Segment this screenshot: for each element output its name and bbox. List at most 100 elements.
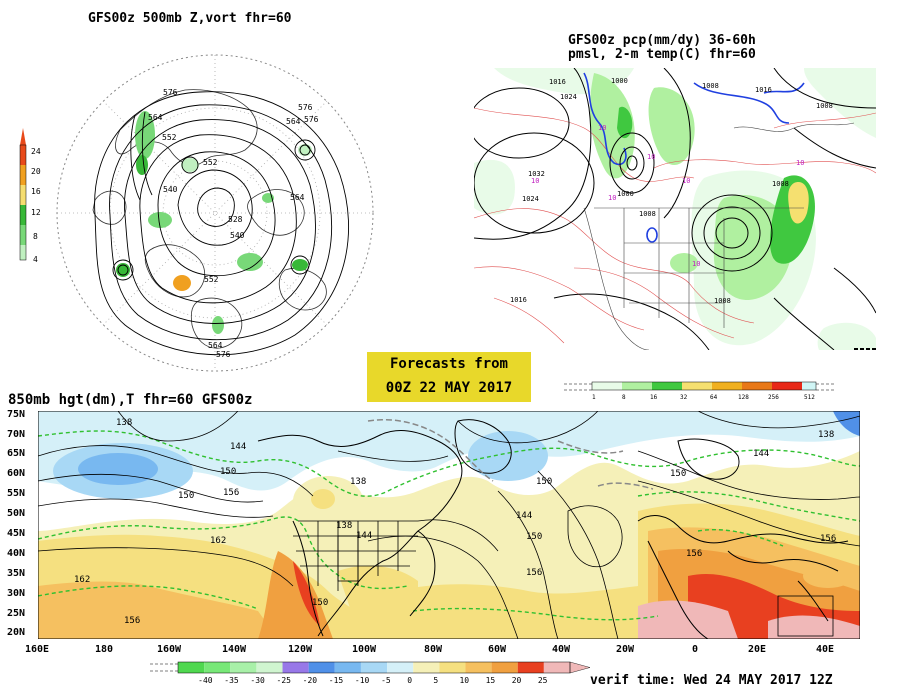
- svg-text:10: 10: [796, 159, 804, 167]
- banner-line1: Forecasts from: [389, 356, 508, 372]
- colorbar-label: -30: [250, 676, 265, 685]
- panel-500mb-title: GFS00z 500mb Z,vort fhr=60: [88, 11, 292, 26]
- lat-tick-label: 70N: [7, 429, 25, 440]
- svg-text:552: 552: [203, 158, 218, 167]
- svg-text:156: 156: [223, 488, 239, 498]
- colorbar-label: 24: [31, 147, 41, 156]
- lon-tick-label: 40E: [816, 644, 834, 655]
- lat-tick-label: 20N: [7, 627, 25, 638]
- freezing-line: [583, 72, 805, 243]
- colorbar-swatch: [413, 662, 440, 673]
- colorbar-label: 32: [680, 394, 688, 401]
- svg-text:10: 10: [692, 260, 700, 268]
- pressure-contours: [474, 68, 876, 350]
- svg-text:10: 10: [682, 177, 690, 185]
- colorbar-label: 12: [31, 208, 41, 217]
- coastlines: [92, 89, 327, 349]
- colorbar-swatch: [543, 662, 570, 673]
- z850-contour-labels: 138 144 150 156 162 162 156 138 138 144 …: [74, 418, 836, 626]
- svg-text:156: 156: [686, 549, 702, 559]
- colorbar-swatch: [360, 662, 388, 673]
- svg-text:150: 150: [526, 532, 542, 542]
- colorbar-label: 8: [622, 394, 626, 401]
- svg-text:150: 150: [178, 491, 194, 501]
- colorbar-label: -25: [277, 676, 292, 685]
- temperature-labels: 10 10 10 10 10 10 10: [531, 124, 804, 268]
- political-boundaries: [583, 122, 855, 350]
- panel-precip: 1016 1024 1032 1024 1000 1008 1000 1008 …: [474, 68, 876, 350]
- panel-precip-title-line1: GFS00z pcp(mm/dy) 36-60h: [568, 33, 756, 48]
- colorbar-swatch: [491, 662, 518, 673]
- svg-text:1024: 1024: [560, 93, 577, 101]
- svg-text:540: 540: [230, 231, 245, 240]
- lat-tick-label: 30N: [7, 588, 25, 599]
- longitude-axis: 160E 180 160W 140W 120W 100W 80W 60W 40W…: [25, 644, 834, 655]
- svg-text:138: 138: [350, 477, 366, 487]
- lon-tick-label: 100W: [352, 644, 377, 655]
- lat-tick-label: 25N: [7, 608, 25, 619]
- svg-text:144: 144: [356, 531, 372, 541]
- svg-text:162: 162: [74, 575, 90, 585]
- colorbar-label: 512: [804, 394, 815, 401]
- latitude-axis: 75N 70N 65N 60N 55N 50N 45N 40N 35N 30N …: [7, 409, 25, 638]
- svg-text:1008: 1008: [702, 82, 719, 90]
- svg-text:1008: 1008: [639, 210, 656, 218]
- colorbar-label: 8: [33, 232, 38, 241]
- svg-text:576: 576: [216, 350, 231, 359]
- colorbar-label: -40: [198, 676, 213, 685]
- colorbar-label: -20: [303, 676, 318, 685]
- svg-text:1008: 1008: [816, 102, 833, 110]
- lon-tick-label: 60W: [488, 644, 507, 655]
- svg-text:10: 10: [598, 124, 606, 132]
- forecast-init-banner: Forecasts from 00Z 22 MAY 2017: [367, 352, 531, 402]
- verification-time: verif time: Wed 24 MAY 2017 12Z: [590, 673, 833, 688]
- lon-tick-label: 160E: [25, 644, 49, 655]
- colorbar-label: 5: [433, 676, 438, 685]
- lon-tick-label: 0: [692, 644, 698, 655]
- lat-tick-label: 55N: [7, 488, 25, 499]
- svg-text:156: 156: [526, 568, 542, 578]
- svg-text:1008: 1008: [714, 297, 731, 305]
- temperature-colorbar: -40 -35 -30 -25 -20 -15 -10 -5 0 5 10 15 20 25: [150, 661, 590, 685]
- svg-text:1016: 1016: [549, 78, 566, 86]
- ice-edge: [367, 418, 654, 490]
- height-contours-850: [38, 411, 860, 639]
- lat-tick-label: 75N: [7, 409, 25, 420]
- svg-text:156: 156: [124, 616, 140, 626]
- svg-text:1024: 1024: [522, 195, 539, 203]
- panel-precip-title-line2: pmsl, 2-m temp(C) fhr=60: [568, 47, 756, 62]
- lat-tick-label: 60N: [7, 468, 25, 479]
- colorbar-top-arrow: [20, 128, 26, 145]
- colorbar-label: 20: [31, 167, 41, 176]
- svg-text:564: 564: [148, 113, 163, 122]
- colorbar-label: 256: [768, 394, 779, 401]
- colorbar-end-arrow: [569, 661, 590, 674]
- svg-text:10: 10: [531, 177, 539, 185]
- colorbar-label: 10: [459, 676, 469, 685]
- lon-tick-label: 20E: [748, 644, 766, 655]
- svg-text:540: 540: [163, 185, 178, 194]
- lon-tick-label: 180: [95, 644, 113, 655]
- panel-850mb-title: 850mb hgt(dm),T fhr=60 GFS00z: [8, 392, 253, 408]
- svg-text:564: 564: [286, 117, 301, 126]
- svg-text:138: 138: [818, 430, 834, 440]
- svg-text:552: 552: [162, 133, 177, 142]
- lat-tick-label: 45N: [7, 528, 25, 539]
- colorbar-swatch: [439, 662, 466, 673]
- svg-text:150: 150: [536, 477, 552, 487]
- z500-contour-labels: 576 564 552 540 528 552 540 564 576 564 …: [148, 88, 319, 359]
- colorbar-label: 4: [33, 255, 38, 264]
- svg-text:1016: 1016: [755, 86, 772, 94]
- svg-text:10: 10: [608, 194, 616, 202]
- banner-line2: 00Z 22 MAY 2017: [385, 380, 513, 396]
- svg-text:1000: 1000: [617, 190, 634, 198]
- colorbar-label: 128: [738, 394, 749, 401]
- svg-text:144: 144: [753, 449, 769, 459]
- svg-text:150: 150: [220, 467, 236, 477]
- pmsl-labels: 1016 1024 1032 1024 1000 1008 1000 1008 …: [510, 77, 833, 305]
- colorbar-label: 16: [31, 187, 41, 196]
- colorbar-label: 16: [650, 394, 658, 401]
- svg-text:1032: 1032: [528, 170, 545, 178]
- panel-850mb: 138 144 150 156 162 162 156 138 138 144 …: [38, 411, 860, 639]
- colorbar-label: -35: [224, 676, 239, 685]
